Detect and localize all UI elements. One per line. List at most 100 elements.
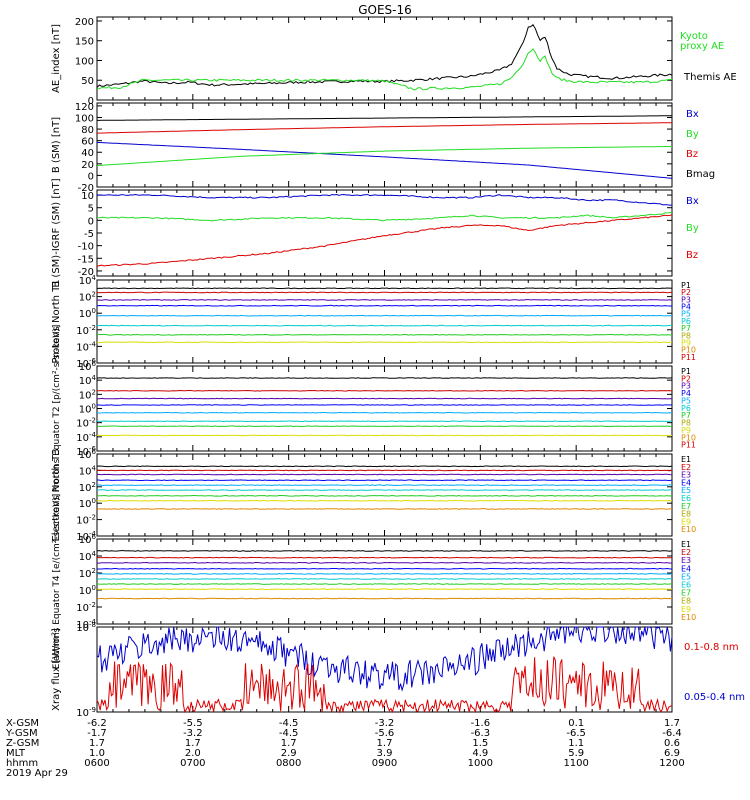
y-axis-label: Protons Equator T2 [p/(cm²-s-sr-keV)] (52, 325, 62, 493)
series-themis-ae (96, 24, 673, 88)
series-e9 (97, 597, 673, 600)
ephemeris-value: -5.5 (183, 718, 203, 729)
series-e6 (96, 578, 673, 580)
panel-3: -20 -15-10 -5 05 10 B (SM)-IGRF (SM) [nT] Bx By… (51, 178, 699, 287)
y-axis-label: B (SM) [nT] (51, 117, 62, 173)
legend-e5: E5 (681, 486, 691, 495)
y-axis-label: Electrons Equator T4 [e/(cm²-s-sr-keV)] (52, 494, 62, 670)
y-tick-label: 150 (75, 37, 94, 48)
y-tick-label: 20 (81, 160, 94, 171)
legend-bz: Bz (686, 149, 698, 160)
legend-e3: E3 (681, 471, 691, 480)
ephemeris-value: 3.9 (377, 748, 393, 759)
y-tick-label: 100 (79, 307, 96, 320)
series-e5 (96, 484, 672, 487)
ephemeris-value: 1000 (468, 758, 493, 769)
y-tick-label: 0 (88, 96, 94, 107)
series-p8 (96, 341, 673, 344)
legend-p6: P6 (681, 317, 691, 326)
legend-by: By (686, 129, 699, 140)
y-tick-label: -20 (78, 183, 94, 194)
ephemeris-label: hhmm (6, 758, 38, 769)
legend-e2: E2 (681, 548, 691, 557)
series-p1 (96, 287, 673, 290)
legend-bz: Bz (686, 250, 698, 261)
legend-p8: P8 (681, 331, 691, 340)
legend-kyoto: Kyoto (680, 31, 708, 42)
ephemeris-value: 0700 (180, 758, 205, 769)
ephemeris-value: -3.2 (375, 718, 395, 729)
ephemeris-value: 1.7 (185, 738, 201, 749)
ephemeris-value: 1.1 (568, 738, 584, 749)
ephemeris-value: -4.5 (279, 728, 299, 739)
series-kyoto-proxy-ae (96, 48, 672, 91)
series-p6 (96, 324, 672, 327)
figure-title: GOES-16 (358, 3, 412, 17)
series-p1 (96, 377, 673, 379)
legend-p3: P3 (681, 295, 691, 304)
series-0-1-0-8-nm (96, 656, 673, 714)
panel-frame (96, 365, 673, 452)
y-tick-label: 102 (79, 567, 96, 580)
y-axis-label: Electrons North T3 (51, 448, 62, 541)
legend-e2: E2 (681, 463, 691, 472)
series-e8 (96, 588, 672, 591)
y-tick-label: 10-2 (76, 601, 96, 614)
ephemeris-value: -6.2 (87, 718, 107, 729)
series-by (96, 145, 673, 167)
y-tick-label: 10-4 (76, 618, 96, 631)
y-tick-label: 80 (81, 125, 94, 136)
legend-e7: E7 (681, 502, 691, 511)
legend-by: By (686, 223, 699, 234)
y-tick-label: 10 (81, 191, 94, 202)
y-axis-label: Protons North T1 (51, 279, 62, 363)
y-tick-label: 40 (81, 148, 94, 159)
ephemeris-value: 0.6 (664, 738, 680, 749)
legend-e9: E9 (681, 605, 691, 614)
legend-p4: P4 (681, 389, 691, 398)
legend-themis-ae: Themis AE (683, 72, 737, 83)
legend-p2: P2 (681, 374, 691, 383)
ephemeris-value: 5.9 (568, 748, 584, 759)
ephemeris-value: -4.5 (279, 718, 299, 729)
y-tick-label: 10-9 (76, 706, 96, 719)
legend-e7: E7 (681, 589, 691, 598)
series-e1 (96, 465, 673, 468)
y-tick-label: 10-8 (76, 621, 96, 634)
ephemeris-value: 1.7 (377, 738, 393, 749)
legend-e4: E4 (681, 478, 691, 487)
legend-p2: P2 (681, 288, 691, 297)
legend-e10: E10 (681, 525, 696, 534)
y-tick-label: 10-2 (76, 417, 96, 430)
series-p5 (96, 314, 673, 317)
y-tick-label: 104 (79, 374, 97, 387)
legend-bmag: Bmag (686, 169, 715, 180)
y-tick-label: -5 (84, 229, 94, 240)
series-e1 (96, 550, 673, 552)
y-tick-label: -10 (78, 242, 94, 253)
ephemeris-value: -1.6 (471, 718, 491, 729)
series-e4 (97, 567, 673, 570)
series-p4 (96, 304, 672, 307)
y-tick-label: 106 (79, 448, 97, 461)
legend-p1: P1 (681, 281, 691, 290)
y-tick-label: 102 (79, 388, 96, 401)
y-axis-label: B (SM)-IGRF (SM) [nT] (51, 178, 62, 287)
legend-bx: Bx (686, 109, 699, 120)
y-tick-label: 10-6 (76, 357, 96, 370)
ephemeris-value: 1200 (659, 758, 684, 769)
series-bz (97, 122, 672, 134)
legend-p5: P5 (681, 310, 691, 319)
legend-p10: P10 (681, 346, 696, 355)
ephemeris-value: -6.4 (662, 728, 682, 739)
series-e3 (97, 561, 673, 564)
legend-p7: P7 (681, 411, 691, 420)
y-tick-label: 102 (79, 291, 96, 304)
ephemeris-value: -5.6 (375, 728, 395, 739)
ephemeris-value: 1.0 (89, 748, 105, 759)
ephemeris-label: Z-GSM (6, 738, 39, 749)
